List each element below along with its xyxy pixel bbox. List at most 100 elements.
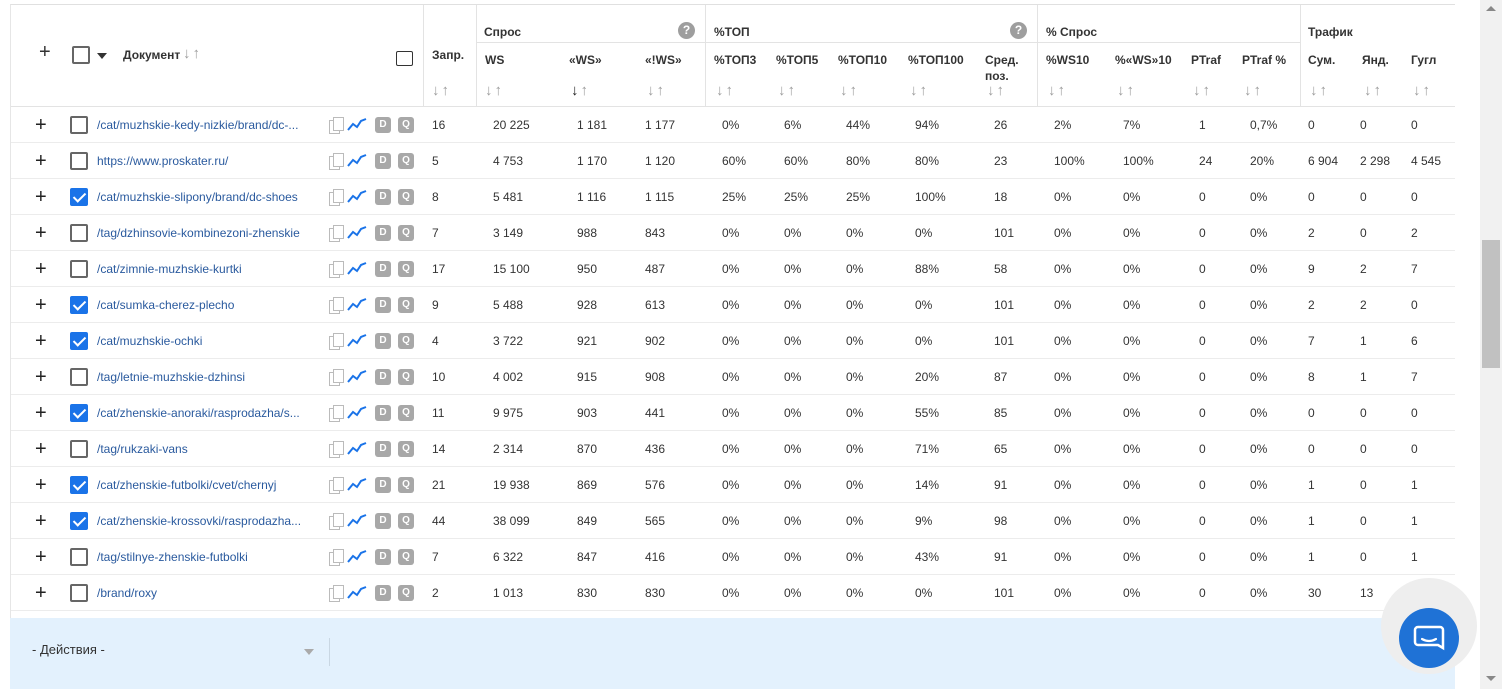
- copy-icon[interactable]: [329, 153, 344, 170]
- copy-icon[interactable]: [329, 585, 344, 602]
- plus-icon[interactable]: +: [35, 474, 47, 496]
- top100-sort[interactable]: ↓↑: [910, 82, 929, 99]
- cell-zapr[interactable]: 14: [432, 442, 446, 456]
- trend-chart-icon[interactable]: [347, 225, 367, 241]
- plus-icon[interactable]: +: [35, 582, 47, 604]
- yandex-sort[interactable]: ↓↑: [1364, 82, 1383, 99]
- cell-zapr[interactable]: 17: [432, 262, 446, 276]
- ws10-sort[interactable]: ↓↑: [1048, 82, 1067, 99]
- trend-chart-icon[interactable]: [347, 369, 367, 385]
- top-help-icon[interactable]: ?: [1010, 22, 1027, 39]
- d-badge-icon[interactable]: D: [375, 189, 391, 205]
- copy-icon[interactable]: [329, 477, 344, 494]
- cell-zapr[interactable]: 21: [432, 478, 446, 492]
- sum-sort[interactable]: ↓↑: [1310, 82, 1329, 99]
- chevron-down-icon[interactable]: [304, 649, 314, 655]
- plus-icon[interactable]: +: [35, 294, 47, 316]
- row-checkbox[interactable]: [70, 152, 88, 170]
- cell-zapr[interactable]: 9: [432, 298, 439, 312]
- row-checkbox[interactable]: [70, 584, 88, 602]
- d-badge-icon[interactable]: D: [375, 585, 391, 601]
- trend-chart-icon[interactable]: [347, 153, 367, 169]
- plus-icon[interactable]: +: [35, 438, 47, 460]
- cell-zapr[interactable]: 44: [432, 514, 446, 528]
- cell-zapr[interactable]: 4: [432, 334, 439, 348]
- row-checkbox[interactable]: [70, 512, 88, 530]
- ptrafpct-sort[interactable]: ↓↑: [1244, 82, 1263, 99]
- plus-icon[interactable]: +: [35, 330, 47, 352]
- document-link[interactable]: /cat/muzhskie-slipony/brand/dc-shoes: [97, 190, 298, 204]
- d-badge-icon[interactable]: D: [375, 153, 391, 169]
- row-checkbox[interactable]: [70, 188, 88, 206]
- select-all-checkbox[interactable]: [72, 46, 90, 64]
- scroll-down-icon[interactable]: [1486, 676, 1496, 681]
- q-badge-icon[interactable]: Q: [398, 369, 414, 385]
- document-link[interactable]: /cat/zhenskie-futbolki/cvet/chernyj: [97, 478, 277, 492]
- trend-chart-icon[interactable]: [347, 549, 367, 565]
- q-badge-icon[interactable]: Q: [398, 297, 414, 313]
- q-badge-icon[interactable]: Q: [398, 549, 414, 565]
- ptraf-sort[interactable]: ↓↑: [1193, 82, 1212, 99]
- scrollbar-thumb[interactable]: [1482, 240, 1500, 368]
- d-badge-icon[interactable]: D: [375, 297, 391, 313]
- q-badge-icon[interactable]: Q: [398, 477, 414, 493]
- document-link[interactable]: /cat/muzhskie-kedy-nizkie/brand/dc-...: [97, 118, 299, 132]
- copy-icon[interactable]: [329, 189, 344, 206]
- trend-chart-icon[interactable]: [347, 261, 367, 277]
- cell-zapr[interactable]: 16: [432, 118, 446, 132]
- scroll-up-icon[interactable]: [1486, 6, 1496, 11]
- copy-icon[interactable]: [329, 549, 344, 566]
- trend-chart-icon[interactable]: [347, 117, 367, 133]
- expand-view-icon[interactable]: [396, 51, 413, 66]
- plus-icon[interactable]: +: [35, 402, 47, 424]
- avgpos-sort[interactable]: ↓↑: [987, 82, 1006, 99]
- row-checkbox[interactable]: [70, 368, 88, 386]
- plus-icon[interactable]: +: [35, 150, 47, 172]
- trend-chart-icon[interactable]: [347, 297, 367, 313]
- document-link[interactable]: /tag/rukzaki-vans: [97, 442, 188, 456]
- google-sort[interactable]: ↓↑: [1413, 82, 1432, 99]
- ws-sort[interactable]: ↓↑: [485, 82, 504, 99]
- top10-sort[interactable]: ↓↑: [840, 82, 859, 99]
- row-checkbox[interactable]: [70, 476, 88, 494]
- row-checkbox[interactable]: [70, 548, 88, 566]
- copy-icon[interactable]: [329, 117, 344, 134]
- copy-icon[interactable]: [329, 405, 344, 422]
- plus-icon[interactable]: +: [35, 114, 47, 136]
- d-badge-icon[interactable]: D: [375, 477, 391, 493]
- q-badge-icon[interactable]: Q: [398, 153, 414, 169]
- qws-sort[interactable]: ↓↑: [571, 82, 590, 99]
- actions-select[interactable]: - Действия -: [32, 642, 105, 657]
- q-badge-icon[interactable]: Q: [398, 261, 414, 277]
- top3-sort[interactable]: ↓↑: [716, 82, 735, 99]
- d-badge-icon[interactable]: D: [375, 405, 391, 421]
- cell-zapr[interactable]: 5: [432, 154, 439, 168]
- document-link[interactable]: https://www.proskater.ru/: [97, 154, 229, 168]
- trend-chart-icon[interactable]: [347, 513, 367, 529]
- row-checkbox[interactable]: [70, 404, 88, 422]
- d-badge-icon[interactable]: D: [375, 441, 391, 457]
- cell-zapr[interactable]: 10: [432, 370, 446, 384]
- copy-icon[interactable]: [329, 333, 344, 350]
- plus-icon[interactable]: +: [35, 186, 47, 208]
- row-checkbox[interactable]: [70, 260, 88, 278]
- row-checkbox[interactable]: [70, 116, 88, 134]
- trend-chart-icon[interactable]: [347, 585, 367, 601]
- copy-icon[interactable]: [329, 261, 344, 278]
- select-menu-icon[interactable]: [97, 53, 107, 59]
- cell-zapr[interactable]: 7: [432, 226, 439, 240]
- plus-icon[interactable]: +: [35, 258, 47, 280]
- d-badge-icon[interactable]: D: [375, 333, 391, 349]
- cell-zapr[interactable]: 7: [432, 550, 439, 564]
- trend-chart-icon[interactable]: [347, 333, 367, 349]
- cell-zapr[interactable]: 11: [432, 406, 445, 420]
- d-badge-icon[interactable]: D: [375, 549, 391, 565]
- qws10-sort[interactable]: ↓↑: [1117, 82, 1136, 99]
- document-link[interactable]: /cat/muzhskie-ochki: [97, 334, 203, 348]
- d-badge-icon[interactable]: D: [375, 369, 391, 385]
- plus-icon[interactable]: +: [35, 510, 47, 532]
- trend-chart-icon[interactable]: [347, 441, 367, 457]
- copy-icon[interactable]: [329, 441, 344, 458]
- eqws-sort[interactable]: ↓↑: [647, 82, 666, 99]
- q-badge-icon[interactable]: Q: [398, 585, 414, 601]
